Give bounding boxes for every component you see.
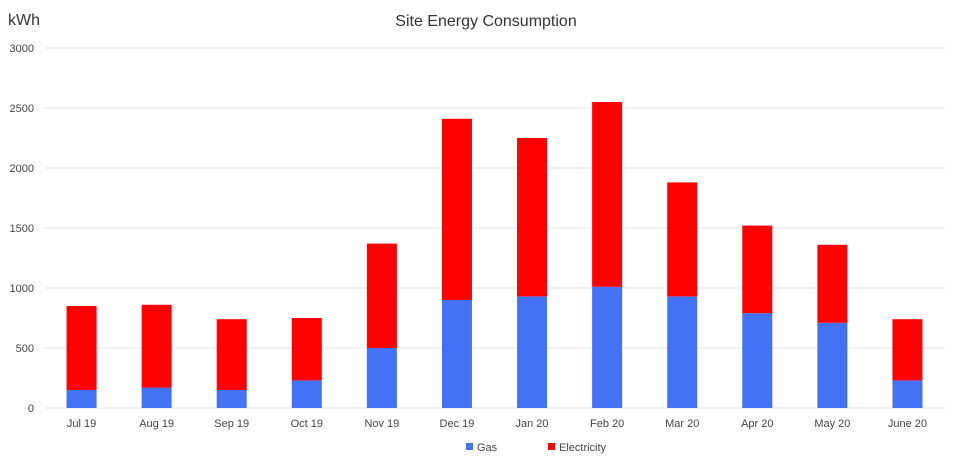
bar-gas-1 (141, 387, 172, 408)
bar-electricity-3 (291, 318, 322, 381)
x-category-label: Jan 20 (516, 418, 549, 430)
x-category-label: Sep 19 (214, 418, 249, 430)
y-tick-label: 1000 (10, 283, 34, 295)
chart-title: Site Energy Consumption (395, 13, 576, 30)
x-category-label: Feb 20 (590, 418, 624, 430)
bar-electricity-11 (892, 319, 923, 381)
bar-gas-9 (742, 313, 773, 408)
bar-electricity-2 (216, 319, 247, 390)
x-category-label: Mar 20 (665, 418, 699, 430)
bar-electricity-5 (441, 118, 472, 300)
legend-swatch-electricity (548, 443, 555, 450)
bar-gas-8 (667, 296, 698, 408)
y-tick-label: 0 (28, 403, 34, 415)
y-tick-label: 2000 (10, 163, 34, 175)
bar-electricity-1 (141, 304, 172, 388)
y-tick-label: 2500 (10, 103, 34, 115)
x-category-label: May 20 (814, 418, 850, 430)
bar-gas-4 (366, 348, 397, 408)
x-category-label: Aug 19 (139, 418, 174, 430)
bar-electricity-8 (667, 182, 698, 297)
y-axis-unit-label: kWh (8, 12, 40, 29)
y-tick-label: 500 (16, 343, 34, 355)
bar-gas-6 (517, 296, 548, 408)
legend-label-gas: Gas (477, 442, 498, 454)
gridlines (44, 47, 945, 409)
legend: Gas Electricity (466, 442, 607, 454)
bar-gas-11 (892, 380, 923, 408)
bar-electricity-6 (517, 138, 548, 297)
y-axis-tick-labels: 0 500 1000 1500 2000 2500 3000 (10, 43, 34, 415)
bar-electricity-9 (742, 225, 773, 314)
bar-electricity-10 (817, 244, 848, 323)
y-tick-label: 1500 (10, 223, 34, 235)
x-category-label: Apr 20 (741, 418, 773, 430)
x-category-label: Nov 19 (364, 418, 399, 430)
y-tick-label: 3000 (10, 43, 34, 55)
x-category-label: Oct 19 (291, 418, 323, 430)
x-category-label: Jul 19 (67, 418, 96, 430)
legend-swatch-gas (466, 443, 473, 450)
bar-gas-3 (291, 380, 322, 408)
x-axis-category-labels: Jul 19 Aug 19 Sep 19 Oct 19 Nov 19 Dec 19 Jan … (67, 418, 927, 430)
legend-label-electricity: Electricity (559, 442, 607, 454)
bar-gas-2 (216, 390, 247, 408)
bar-gas-0 (66, 390, 97, 408)
x-category-label: June 20 (888, 418, 927, 430)
bar-electricity-4 (366, 243, 397, 348)
bar-gas-5 (441, 300, 472, 408)
bars (66, 102, 923, 408)
x-category-label: Dec 19 (440, 418, 475, 430)
bar-gas-10 (817, 322, 848, 408)
bar-electricity-7 (592, 102, 623, 287)
bar-electricity-0 (66, 306, 97, 390)
bar-gas-7 (592, 286, 623, 408)
